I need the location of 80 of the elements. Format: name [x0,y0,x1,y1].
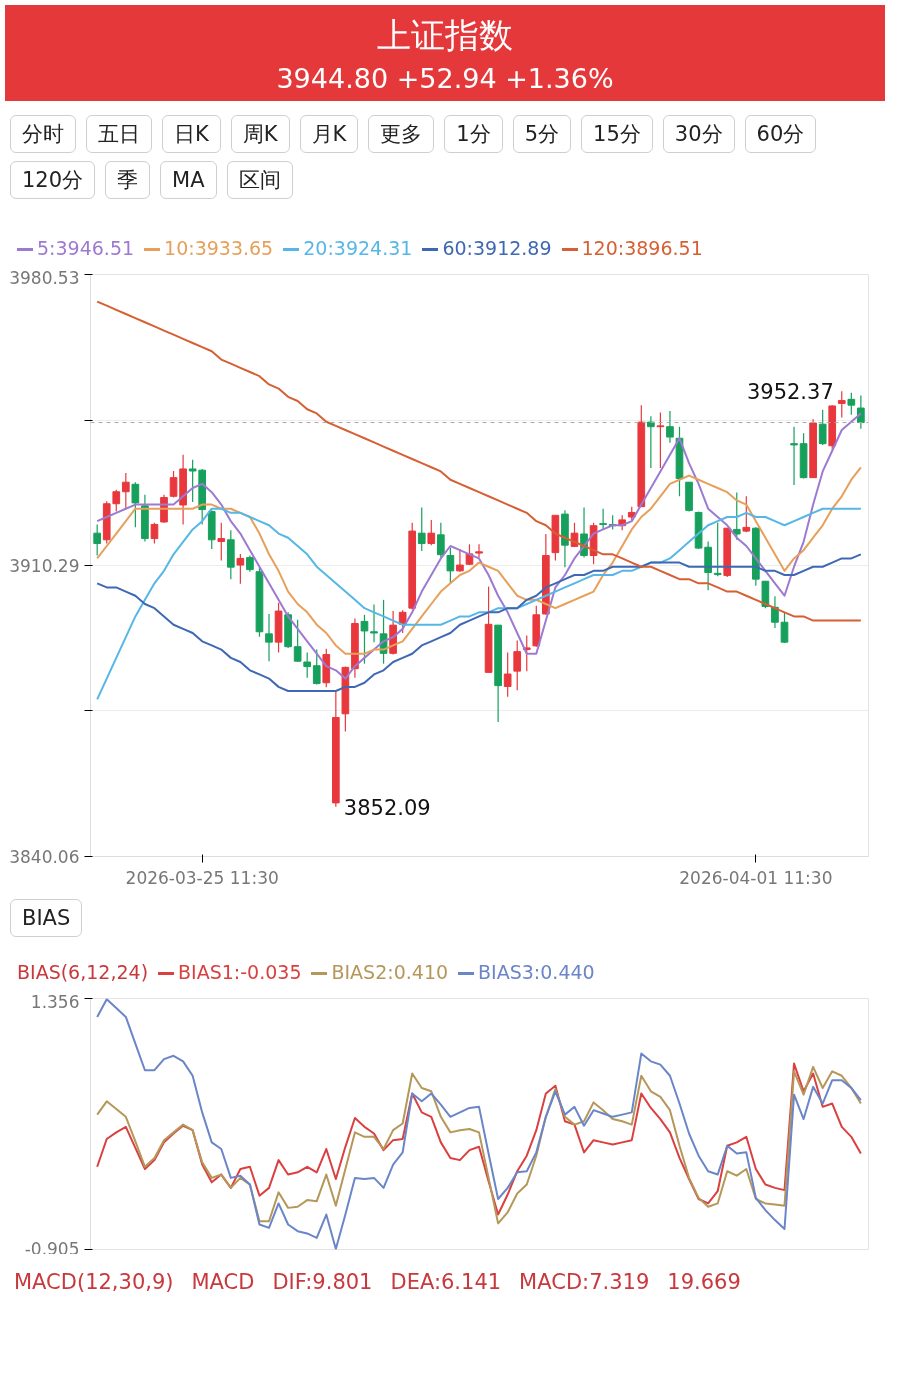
candlestick [475,543,483,559]
candlestick [265,613,273,662]
candlestick [217,522,226,562]
text: MACD:7.319 [519,1270,650,1294]
text: MACD(12,30,9) [14,1270,174,1294]
text: 分时 [10,115,76,153]
candlestick [417,506,426,552]
legend-label: 120:3896.51 [580,237,703,259]
text: 15分 [581,115,653,153]
text: 日K [162,115,221,153]
text: BIAS [10,899,83,937]
text: 更多 [368,115,435,153]
candlestick [647,415,655,469]
candlestick [131,481,140,528]
legend-label: 10:3933.65 [163,237,274,259]
candlestick [837,390,846,419]
line-series [96,553,862,693]
legend-label: 60:3912.89 [441,237,552,259]
chart-subtitle: 3944.80 +52.94 +1.36% [275,61,615,96]
chart-title: BIAS(6,12,24) [17,961,149,983]
text: 5分 [512,115,572,153]
candlestick [666,410,674,444]
candlestick [93,523,102,557]
y-tick-label: -0.905 [24,1238,80,1259]
text: 季 [105,161,151,199]
candlestick [150,522,159,545]
text: 五日 [86,115,152,153]
text: MACD [191,1270,255,1294]
y-tick-label: 3980.53 [9,267,80,288]
legend-label: BIAS1:-0.035 [177,961,302,983]
text: 月K [299,115,359,153]
candlestick [732,491,741,541]
line-series [96,998,862,1250]
x-tick-label: 2026-03-25 11:30 [125,867,279,888]
text: 1分 [444,115,503,153]
candlestick [656,411,665,469]
candlestick [847,392,856,416]
candlestick [513,639,522,691]
candlestick [303,651,312,679]
line-series [96,507,862,701]
candlestick [437,522,445,559]
annotation: 3852.09 [343,795,431,820]
text: 19.669 [667,1270,741,1294]
line-series [96,466,862,655]
text: DEA:6.141 [390,1270,502,1294]
text: 120分 [10,161,96,199]
candlestick [370,603,378,643]
legend-label: 5:3946.51 [36,237,135,259]
line-series [96,300,862,622]
candlestick [503,651,512,698]
y-tick-label: 3910.29 [9,556,80,577]
y-tick-label: 1.356 [30,991,80,1012]
candlestick [293,619,302,663]
candlestick [312,648,321,685]
legend-label: 20:3924.31 [302,237,413,259]
legend-label: BIAS2:0.410 [330,961,449,983]
y-tick-label: 3840.06 [9,847,80,867]
legend-label: BIAS3:0.440 [477,961,595,983]
candlestick [742,495,751,533]
candlestick [427,519,436,546]
x-tick-label: 2026-04-01 11:30 [679,867,833,888]
candlestick [446,547,455,585]
text: 周K [230,115,290,153]
candlestick [121,472,130,510]
candlestick [771,595,779,629]
annotation: 3952.37 [746,380,834,405]
candlestick [790,426,798,486]
text: MA [160,161,217,199]
text: DIF:9.801 [272,1270,373,1294]
text: 30分 [662,115,735,153]
candlestick [713,522,722,577]
candlestick [112,489,121,513]
candlestick [780,611,789,644]
chart-title: 上证指数 [376,14,514,57]
text: 区间 [226,161,293,199]
text: 60分 [744,115,817,153]
candlestick [818,409,827,446]
candlestick [599,508,607,531]
candlestick [236,553,245,585]
candlestick [360,614,369,665]
